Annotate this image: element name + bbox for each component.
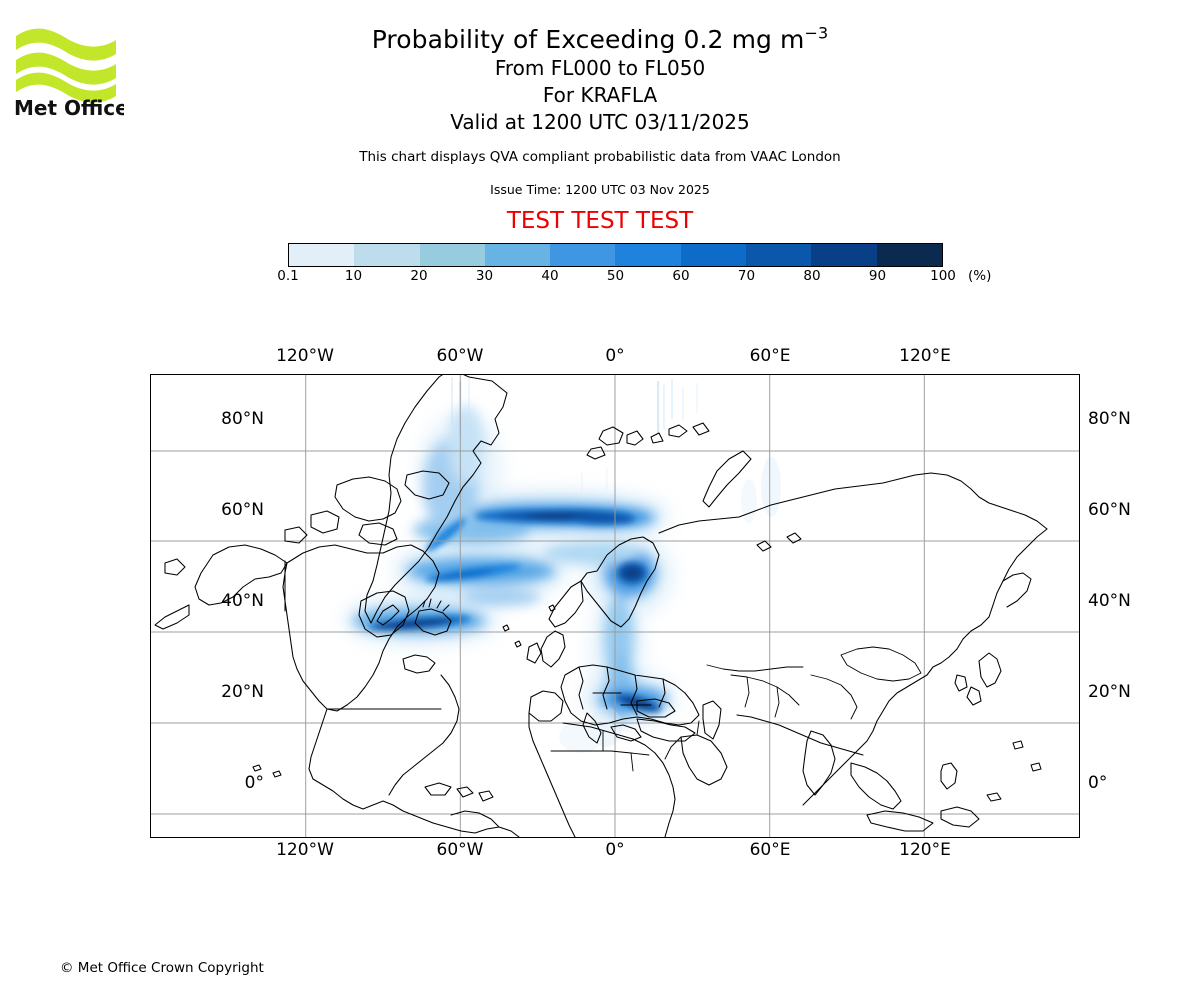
colorbar-tick-0.1: 0.1	[277, 268, 299, 284]
colorbar-segment-7	[746, 244, 812, 266]
colorbar-tick-50: 50	[606, 268, 625, 284]
lon-label-60degE: 60°E	[749, 840, 791, 860]
longitude-axis-bottom: 120°W 60°W 0° 60°E 120°E	[0, 840, 1200, 862]
colorbar-gradient	[288, 243, 943, 267]
lon-label-0deg: 0°	[605, 346, 625, 366]
longitude-axis-top: 120°W 60°W 0° 60°E 120°E	[0, 346, 1200, 368]
colorbar-tick-10: 10	[344, 268, 363, 284]
colorbar-segment-0	[289, 244, 355, 266]
colorbar-segment-8	[811, 244, 877, 266]
coastlines	[154, 375, 1048, 837]
lat-label-80degN: 80°N	[221, 409, 264, 430]
lat-label-60degN: 60°N	[221, 500, 264, 521]
valid-time-subtitle: Valid at 1200 UTC 03/11/2025	[450, 110, 750, 134]
colorbar-tick-30: 30	[475, 268, 494, 284]
colorbar-tick-40: 40	[541, 268, 559, 284]
lon-label-120degW: 120°W	[276, 840, 334, 860]
map-svg	[151, 375, 1079, 837]
met-office-logo: Met Office	[12, 18, 124, 118]
colorbar-tick-90: 90	[868, 268, 887, 284]
volcano-subtitle: For KRAFLA	[542, 83, 658, 107]
colorbar-segment-9	[876, 244, 942, 266]
issue-time: Issue Time: 1200 UTC 03 Nov 2025	[490, 182, 710, 197]
logo-wordmark: Met Office	[14, 96, 124, 118]
test-banner: TEST TEST TEST	[506, 208, 694, 234]
lat-label-40degN: 40°N	[1088, 591, 1131, 612]
colorbar-tick-70: 70	[737, 268, 756, 284]
lon-label-120degE: 120°E	[899, 346, 951, 366]
colorbar-segment-5	[615, 244, 681, 266]
colorbar	[288, 243, 943, 267]
lon-label-60degW: 60°W	[436, 840, 484, 860]
colorbar-unit-label: (%)	[968, 268, 992, 284]
lat-label-0deg: 0°	[1088, 773, 1108, 794]
flight-level-subtitle: From FL000 to FL050	[494, 56, 706, 80]
lat-label-60degN: 60°N	[1088, 500, 1131, 521]
lon-label-0deg: 0°	[605, 840, 625, 860]
qva-note: This chart displays QVA compliant probab…	[359, 149, 841, 165]
title-block: Probability of Exceeding 0.2 mg m−3 From…	[0, 24, 1200, 235]
page-title-exponent: −3	[804, 23, 829, 43]
colorbar-segment-6	[680, 244, 747, 266]
lon-label-60degE: 60°E	[749, 346, 791, 366]
map-canvas[interactable]	[150, 374, 1080, 838]
colorbar-tick-80: 80	[803, 268, 821, 284]
lon-label-120degW: 120°W	[276, 346, 334, 366]
page-title: Probability of Exceeding 0.2 mg m−3	[0, 24, 1200, 55]
lat-label-20degN: 20°N	[1088, 682, 1131, 703]
colorbar-tick-100: 100	[930, 268, 956, 284]
map-gridlines	[151, 375, 1079, 837]
colorbar-tick-labels: 0.1 10 20 30 40 50 60 70 80 90 100	[240, 268, 1040, 288]
lat-label-80degN: 80°N	[1088, 409, 1131, 430]
lon-label-60degW: 60°W	[436, 346, 484, 366]
ash-plume-field	[346, 377, 781, 753]
colorbar-segment-1	[354, 244, 420, 266]
lat-label-40degN: 40°N	[221, 591, 264, 612]
colorbar-tick-20: 20	[410, 268, 428, 284]
lon-label-120degE: 120°E	[899, 840, 951, 860]
lat-label-0deg: 0°	[244, 773, 264, 794]
colorbar-segment-3	[484, 244, 551, 266]
logo-waves	[16, 28, 116, 103]
colorbar-segment-4	[550, 244, 616, 266]
colorbar-segment-2	[419, 244, 485, 266]
page-title-text: Probability of Exceeding 0.2 mg m	[371, 25, 805, 54]
copyright-text: © Met Office Crown Copyright	[60, 960, 264, 976]
lat-label-20degN: 20°N	[221, 682, 264, 703]
colorbar-tick-60: 60	[672, 268, 690, 284]
